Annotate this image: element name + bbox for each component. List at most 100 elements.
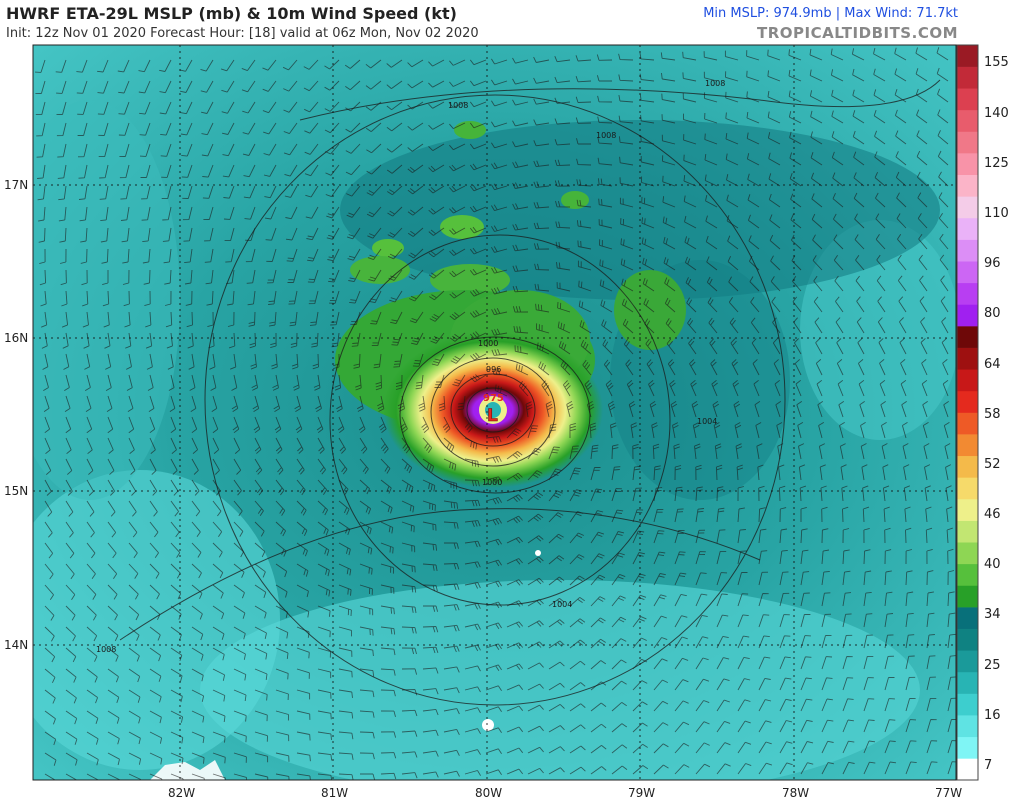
wind-barb (810, 131, 823, 145)
wind-barb (44, 626, 55, 642)
wind-barb (249, 332, 256, 349)
wind-barb (794, 338, 802, 355)
wind-barb (714, 443, 722, 460)
wind-barb (695, 721, 710, 733)
wind-barb (401, 647, 417, 655)
wind-barb (347, 248, 361, 261)
wind-barb (555, 200, 571, 208)
wind-barb (747, 173, 760, 187)
wind-barb (338, 668, 353, 678)
wind-barb (429, 290, 445, 301)
wind-barb (401, 730, 418, 737)
wind-barb (185, 290, 193, 306)
wind-barb (716, 699, 730, 712)
wind-barb (107, 563, 118, 579)
wind-barb (191, 773, 205, 780)
wind-barb (359, 752, 375, 760)
wind-barb (777, 443, 784, 460)
wind-barb (838, 401, 845, 418)
wind-barb (295, 416, 303, 434)
wind-barb (716, 529, 726, 544)
wind-barb (125, 332, 132, 349)
wind-barb (149, 437, 156, 454)
wind-barb (653, 594, 667, 607)
wind-barb (947, 740, 956, 754)
isobar (119, 508, 761, 641)
wind-barb (164, 269, 172, 285)
wind-barb (182, 206, 193, 221)
wind-barb (737, 614, 749, 628)
wind-barb (925, 506, 932, 523)
wind-barb (737, 635, 750, 649)
wind-barb (926, 697, 937, 712)
wind-barb (874, 151, 886, 166)
wind-barb (632, 722, 648, 733)
wind-barb (737, 741, 752, 754)
wind-barb (899, 317, 907, 334)
wind-barb (223, 206, 235, 220)
wind-barb (894, 109, 907, 124)
wind-barb (263, 143, 277, 156)
wind-barb (506, 428, 522, 439)
wind-barb (450, 353, 466, 364)
wind-barb (165, 311, 173, 328)
wind-barb (590, 702, 607, 712)
wind-barb (102, 270, 109, 286)
wind-barb (758, 614, 770, 628)
wind-barb (597, 157, 613, 166)
wind-barb (422, 626, 439, 633)
wind-barb (533, 140, 550, 147)
wind-barb (937, 130, 949, 145)
wind-barb (842, 634, 853, 649)
wind-barb (704, 112, 718, 124)
wind-barb (380, 458, 391, 474)
wind-barb (86, 710, 99, 724)
wind-barb (65, 710, 78, 725)
wind-barb (737, 486, 745, 502)
wind-barb (921, 379, 928, 397)
wind-barb (262, 59, 277, 71)
wind-barb (39, 248, 46, 265)
wind-barb (344, 59, 361, 69)
wind-barb (746, 132, 760, 145)
wind-barb (674, 615, 688, 628)
wind-barb (284, 185, 298, 198)
wind-barb (611, 659, 627, 670)
wind-barb (884, 655, 895, 670)
wind-barb (170, 689, 183, 703)
colorbar-label: 7 (984, 758, 992, 773)
colorbar-swatch (957, 498, 978, 521)
wind-barb (534, 283, 550, 292)
wind-barb (897, 254, 907, 271)
wind-barb (275, 437, 283, 454)
wind-barb (884, 740, 896, 754)
wind-barb (852, 89, 865, 103)
wind-barb (202, 185, 214, 199)
wind-barb (65, 458, 73, 475)
wind-barb (380, 563, 394, 574)
colorbar-swatch (957, 736, 978, 759)
wind-barb (732, 379, 739, 397)
wind-barb (695, 486, 703, 502)
wind-barb (127, 395, 134, 412)
land-patch (150, 760, 225, 780)
wind-barb (767, 111, 781, 124)
wind-barb (166, 332, 173, 349)
wind-barb (212, 542, 223, 558)
wind-barb (800, 506, 807, 522)
wind-barb (737, 572, 748, 586)
wind-barb (842, 740, 855, 754)
wind-barb (590, 574, 606, 586)
wind-barb (212, 668, 226, 681)
wind-barb (772, 338, 781, 355)
wind-barb (758, 656, 771, 670)
wind-barb (725, 153, 739, 166)
lon-label: 78W (782, 786, 809, 800)
wind-barb (695, 763, 711, 775)
wind-barb (653, 551, 666, 565)
wind-barb (621, 298, 634, 313)
wind-barb (138, 80, 151, 94)
wind-barb (211, 395, 218, 412)
wind-barb (80, 248, 88, 264)
wind-barb (107, 668, 119, 683)
